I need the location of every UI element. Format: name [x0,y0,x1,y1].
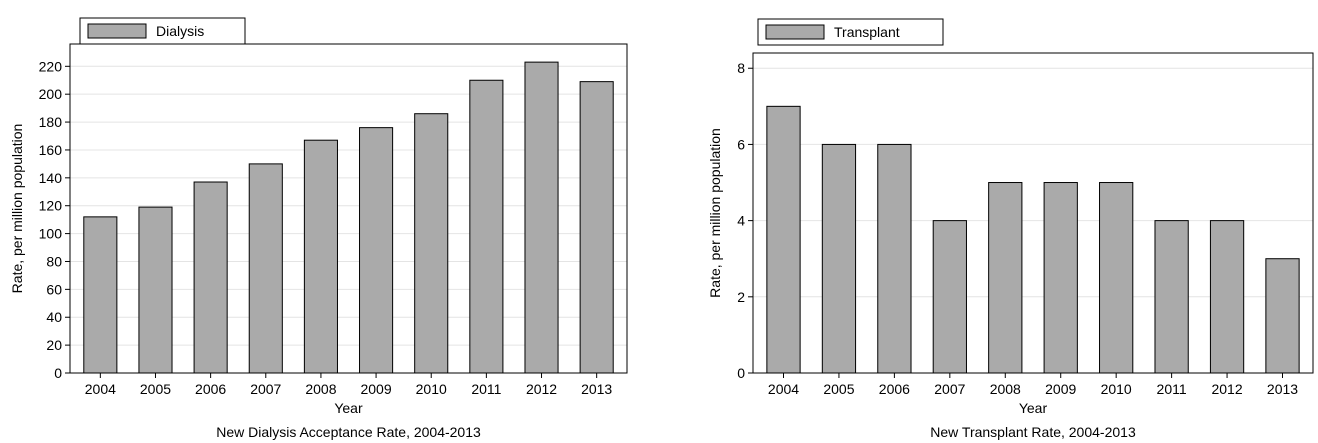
y-tick-label: 0 [737,365,745,381]
bar-2007 [248,163,283,374]
x-axis-title: Year [334,400,363,416]
x-tick-label: 2008 [990,381,1021,397]
bar-2011 [469,79,504,374]
x-tick-label: 2010 [416,381,447,397]
legend-swatch [87,23,147,39]
plot-frame [752,52,1314,374]
y-axis-title: Rate, per million population [9,124,25,294]
y-tick-label: 200 [39,86,63,102]
y-tick-label: 60 [46,281,62,297]
y-tick-label: 6 [737,136,745,152]
legend-label: Dialysis [156,23,204,39]
bar-2012 [1209,220,1245,374]
bar-2009 [1043,182,1078,374]
bar-2006 [193,181,228,374]
y-tick-label: 80 [46,253,62,269]
bar-2004 [83,216,118,374]
bar-2005 [138,206,173,374]
y-tick-label: 0 [54,365,62,381]
bar-2008 [303,139,338,374]
x-tick-label: 2009 [1045,381,1076,397]
x-tick-label: 2006 [879,381,910,397]
x-axis-title: Year [1019,400,1048,416]
bar-2004 [766,105,801,374]
x-tick-label: 2004 [85,381,116,397]
bar-2013 [1265,258,1300,374]
x-tick-label: 2012 [526,381,557,397]
bar-2012 [524,61,559,374]
chart-caption: New Dialysis Acceptance Rate, 2004-2013 [216,424,481,440]
x-tick-label: 2007 [250,381,281,397]
y-tick-label: 120 [39,198,63,214]
y-tick-label: 140 [39,170,63,186]
bar-2006 [877,143,912,374]
bar-2007 [932,220,967,374]
bar-2005 [821,143,857,374]
legend: Transplant [757,18,944,46]
chart-caption: New Transplant Rate, 2004-2013 [930,424,1136,440]
x-tick-label: 2005 [140,381,171,397]
y-tick-label: 2 [737,289,745,305]
bar-2009 [359,127,394,374]
y-tick-label: 20 [46,337,62,353]
legend: Dialysis [79,17,246,45]
bar-2008 [988,182,1023,374]
y-axis-title: Rate, per million population [707,128,723,298]
bar-2011 [1154,220,1189,374]
x-tick-label: 2011 [471,381,501,397]
legend-swatch [765,24,825,40]
y-tick-label: 220 [39,58,63,74]
y-tick-label: 100 [39,226,63,242]
plot-frame [69,43,628,374]
x-tick-label: 2013 [1267,381,1298,397]
x-tick-label: 2012 [1211,381,1242,397]
bar-2010 [1099,182,1134,374]
x-tick-label: 2005 [823,381,854,397]
x-tick-label: 2013 [581,381,612,397]
x-tick-label: 2008 [305,381,336,397]
chart-2: 0 2 4 6 8 2004 2005 2006 2007 2008 2009 2010 2011 201… [707,18,1314,440]
y-tick-label: 180 [39,114,63,130]
chart-1: 0 20 40 60 80 100 120 140 160 180 200 220 2004 2005 20… [9,17,628,440]
x-tick-label: 2009 [360,381,391,397]
y-tick-label: 160 [39,142,63,158]
y-tick-label: 4 [737,213,745,229]
bar-2013 [579,81,614,374]
x-tick-label: 2006 [195,381,226,397]
x-tick-label: 2011 [1157,381,1187,397]
y-tick-label: 40 [46,309,62,325]
x-tick-label: 2004 [768,381,799,397]
legend-label: Transplant [834,24,900,40]
x-tick-label: 2007 [934,381,965,397]
bar-2010 [414,113,449,374]
x-tick-label: 2010 [1101,381,1132,397]
y-tick-label: 8 [737,60,745,76]
